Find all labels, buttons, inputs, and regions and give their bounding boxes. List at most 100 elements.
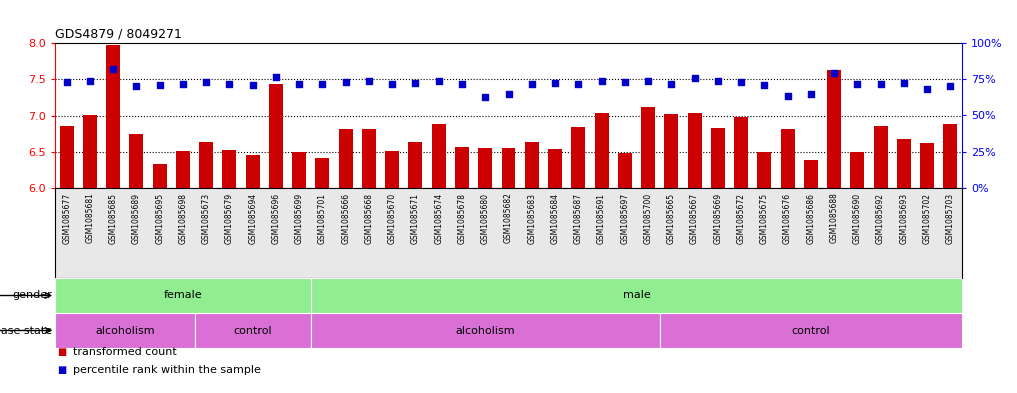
- Text: GSM1085700: GSM1085700: [644, 193, 653, 244]
- Point: [500, 91, 517, 97]
- Text: GSM1085701: GSM1085701: [318, 193, 326, 244]
- Bar: [194, 313, 311, 348]
- Text: GSM1085697: GSM1085697: [620, 193, 630, 244]
- Bar: [268, 84, 283, 188]
- Point: [128, 83, 144, 89]
- Bar: [827, 70, 841, 188]
- Text: GSM1085667: GSM1085667: [691, 193, 699, 244]
- Point: [802, 91, 819, 97]
- Point: [593, 78, 609, 84]
- Point: [733, 79, 750, 85]
- Bar: [292, 152, 306, 188]
- Bar: [106, 45, 120, 188]
- Text: GSM1085671: GSM1085671: [411, 193, 420, 244]
- Point: [338, 79, 354, 85]
- Bar: [199, 142, 214, 188]
- Text: GSM1085665: GSM1085665: [667, 193, 675, 244]
- Bar: [548, 149, 562, 188]
- Point: [267, 74, 284, 80]
- Text: GSM1085703: GSM1085703: [946, 193, 955, 244]
- Bar: [311, 313, 660, 348]
- Point: [524, 81, 540, 87]
- Bar: [339, 129, 353, 188]
- Text: GSM1085668: GSM1085668: [364, 193, 373, 244]
- Point: [81, 78, 98, 84]
- Text: alcoholism: alcoholism: [456, 325, 515, 336]
- Text: percentile rank within the sample: percentile rank within the sample: [73, 365, 261, 375]
- Text: female: female: [164, 290, 202, 301]
- Text: GSM1085672: GSM1085672: [736, 193, 745, 244]
- Text: GSM1085670: GSM1085670: [387, 193, 397, 244]
- Text: alcoholism: alcoholism: [95, 325, 155, 336]
- Text: GSM1085698: GSM1085698: [178, 193, 187, 244]
- Text: GSM1085677: GSM1085677: [62, 193, 71, 244]
- Text: GSM1085666: GSM1085666: [342, 193, 350, 244]
- Bar: [874, 127, 888, 188]
- Text: GSM1085685: GSM1085685: [109, 193, 118, 244]
- Text: GSM1085689: GSM1085689: [132, 193, 141, 244]
- Point: [454, 81, 470, 87]
- Point: [384, 81, 401, 87]
- Bar: [311, 278, 962, 313]
- Bar: [944, 124, 957, 188]
- Text: GSM1085690: GSM1085690: [853, 193, 861, 244]
- Text: GSM1085693: GSM1085693: [899, 193, 908, 244]
- Point: [942, 83, 958, 89]
- Bar: [525, 141, 539, 188]
- Text: GSM1085674: GSM1085674: [434, 193, 443, 244]
- Bar: [153, 164, 167, 188]
- Text: GSM1085702: GSM1085702: [922, 193, 932, 244]
- Bar: [432, 124, 445, 188]
- Bar: [223, 150, 236, 188]
- Bar: [664, 114, 678, 188]
- Bar: [83, 115, 97, 188]
- Text: GSM1085669: GSM1085669: [713, 193, 722, 244]
- Text: gender: gender: [12, 290, 52, 301]
- Bar: [660, 313, 962, 348]
- Point: [291, 81, 307, 87]
- Bar: [315, 158, 330, 188]
- Bar: [897, 140, 911, 188]
- Bar: [617, 153, 632, 188]
- Text: GSM1085692: GSM1085692: [876, 193, 885, 244]
- Text: GDS4879 / 8049271: GDS4879 / 8049271: [55, 28, 182, 40]
- Bar: [478, 148, 492, 188]
- Point: [757, 82, 773, 88]
- Point: [222, 81, 238, 88]
- Bar: [734, 117, 749, 188]
- Text: ■: ■: [57, 347, 66, 357]
- Point: [873, 81, 889, 87]
- Bar: [246, 155, 259, 188]
- Text: GSM1085687: GSM1085687: [574, 193, 583, 244]
- Bar: [711, 128, 725, 188]
- Bar: [758, 152, 771, 188]
- Bar: [595, 113, 608, 188]
- Text: GSM1085688: GSM1085688: [830, 193, 839, 243]
- Point: [849, 81, 865, 88]
- Bar: [362, 129, 376, 188]
- Text: GSM1085679: GSM1085679: [225, 193, 234, 244]
- Text: GSM1085683: GSM1085683: [527, 193, 536, 244]
- Text: GSM1085678: GSM1085678: [458, 193, 467, 244]
- Point: [779, 93, 795, 99]
- Point: [105, 66, 121, 72]
- Bar: [687, 113, 702, 188]
- Point: [616, 79, 633, 85]
- Bar: [850, 152, 864, 188]
- Point: [686, 75, 703, 81]
- Bar: [641, 107, 655, 188]
- Text: GSM1085686: GSM1085686: [806, 193, 816, 244]
- Point: [430, 78, 446, 84]
- Point: [547, 80, 563, 86]
- Text: control: control: [791, 325, 830, 336]
- Text: GSM1085699: GSM1085699: [295, 193, 304, 244]
- Point: [571, 81, 587, 87]
- Text: GSM1085680: GSM1085680: [481, 193, 490, 244]
- Point: [314, 81, 331, 88]
- Text: GSM1085673: GSM1085673: [201, 193, 211, 244]
- Point: [175, 81, 191, 87]
- Point: [896, 80, 912, 86]
- Bar: [55, 278, 311, 313]
- Bar: [60, 127, 73, 188]
- Text: ■: ■: [57, 365, 66, 375]
